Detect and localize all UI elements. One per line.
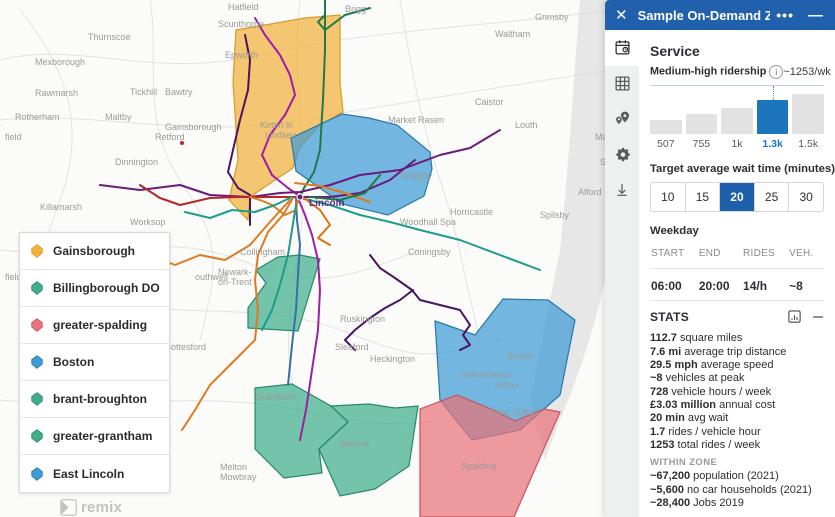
svg-text:Mexborough: Mexborough: [35, 57, 85, 67]
svg-text:Boston: Boston: [507, 351, 535, 361]
svg-text:Waltham: Waltham: [495, 29, 530, 39]
svg-text:Mowbray: Mowbray: [220, 472, 257, 482]
svg-text:Heckington: Heckington: [370, 354, 415, 364]
svg-text:Kirton in: Kirton in: [260, 120, 293, 130]
svg-text:Market Rasen: Market Rasen: [388, 115, 444, 125]
svg-text:Caistor: Caistor: [475, 97, 504, 107]
svg-text:Horncastle: Horncastle: [450, 207, 493, 217]
svg-text:Worksop: Worksop: [130, 217, 165, 227]
svg-text:Swineshead: Swineshead: [460, 370, 509, 380]
svg-text:Alford: Alford: [578, 187, 602, 197]
svg-text:Lindsey: Lindsey: [265, 130, 297, 140]
svg-text:Coningsby: Coningsby: [408, 247, 451, 257]
svg-text:on-Trent: on-Trent: [218, 277, 252, 287]
svg-text:Grantham: Grantham: [255, 392, 295, 402]
svg-text:Dinnington: Dinnington: [115, 157, 158, 167]
svg-text:Newark-: Newark-: [218, 267, 252, 277]
svg-text:Brigg: Brigg: [345, 4, 366, 14]
svg-text:Lincoln: Lincoln: [309, 198, 345, 209]
svg-text:Bawtry: Bawtry: [165, 87, 193, 97]
svg-text:Bourne: Bourne: [340, 439, 369, 449]
svg-text:Ruskington: Ruskington: [340, 314, 385, 324]
svg-text:Louth: Louth: [515, 120, 538, 130]
svg-text:Epworth: Epworth: [225, 50, 258, 60]
svg-text:field: field: [5, 132, 22, 142]
svg-text:Long Sutton: Long Sutton: [490, 407, 539, 417]
svg-text:Killamarsh: Killamarsh: [40, 202, 82, 212]
svg-text:Bottesford: Bottesford: [165, 342, 206, 352]
svg-text:Spilsby: Spilsby: [540, 210, 570, 220]
svg-text:Grimsby: Grimsby: [535, 12, 569, 22]
svg-text:Retford: Retford: [155, 132, 185, 142]
svg-text:Melton: Melton: [220, 462, 247, 472]
svg-text:Kirton: Kirton: [495, 380, 519, 390]
svg-text:Rawmarsh: Rawmarsh: [35, 88, 78, 98]
svg-text:Wragby: Wragby: [401, 171, 432, 181]
svg-text:Thurnscoe: Thurnscoe: [88, 32, 131, 42]
svg-text:Sleaford: Sleaford: [335, 342, 369, 352]
svg-text:Tickhill: Tickhill: [130, 87, 157, 97]
svg-text:Rotherham: Rotherham: [15, 112, 60, 122]
svg-text:Scunthorpe: Scunthorpe: [218, 19, 264, 29]
svg-text:Spalding: Spalding: [461, 461, 496, 471]
svg-text:Collingham: Collingham: [240, 247, 285, 257]
svg-text:Woodhall Spa: Woodhall Spa: [400, 217, 456, 227]
svg-text:Gainsborough: Gainsborough: [165, 122, 222, 132]
svg-text:Maltby: Maltby: [105, 112, 132, 122]
svg-text:Hatfield: Hatfield: [228, 2, 259, 12]
